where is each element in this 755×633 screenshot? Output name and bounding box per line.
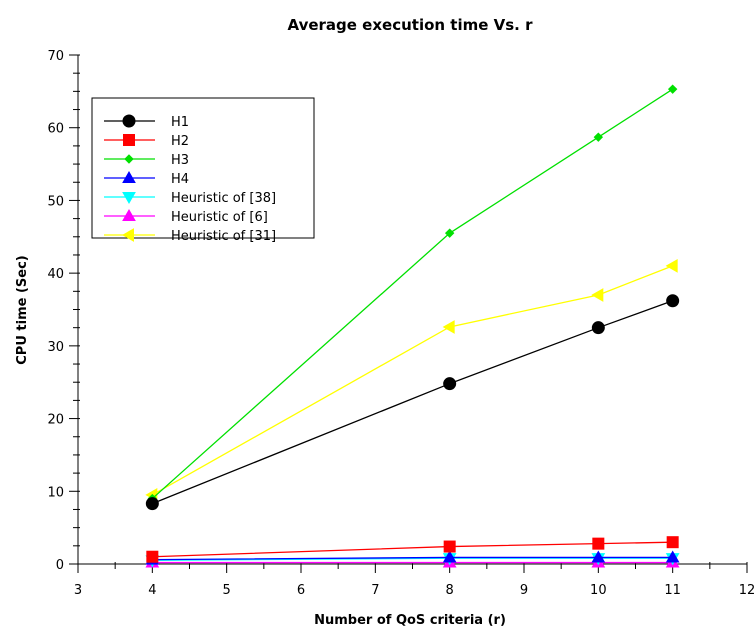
data-point xyxy=(442,550,457,563)
x-tick-label: 7 xyxy=(371,583,379,598)
data-point xyxy=(593,132,604,142)
legend-item: H2 xyxy=(104,134,189,149)
y-tick-label: 0 xyxy=(56,558,64,573)
series-3 xyxy=(147,84,678,504)
series-2 xyxy=(146,536,679,563)
data-point xyxy=(444,228,455,238)
y-tick-label: 70 xyxy=(47,49,64,64)
legend-label: H1 xyxy=(171,115,189,130)
legend-item: H3 xyxy=(104,153,189,168)
series-line xyxy=(152,541,673,558)
data-point xyxy=(443,377,457,391)
legend-item: Heuristic of [38] xyxy=(104,191,276,206)
legend-label: Heuristic of [6] xyxy=(171,210,268,225)
legend-marker xyxy=(121,228,134,242)
legend-item: H1 xyxy=(104,114,189,130)
x-tick-label: 3 xyxy=(74,583,82,598)
legend-marker xyxy=(122,114,136,128)
series-line xyxy=(152,557,673,562)
data-point xyxy=(666,294,680,308)
legend: H1 H2 H3 H4 Heuristic of [38] Heuristic of [6… xyxy=(91,97,315,244)
data-point xyxy=(591,321,605,335)
x-axis-label: Number of QoS criteria (r) xyxy=(314,613,506,628)
y-tick-label: 20 xyxy=(47,413,64,428)
legend-marker xyxy=(122,170,136,183)
legend-marker xyxy=(124,154,134,164)
data-point xyxy=(665,550,680,563)
data-point xyxy=(591,288,604,302)
legend-label: H3 xyxy=(171,153,189,168)
legend-label: H2 xyxy=(171,134,189,149)
x-tick-label: 10 xyxy=(590,583,607,598)
y-tick-label: 60 xyxy=(47,122,64,137)
data-point xyxy=(442,320,455,334)
data-point xyxy=(592,537,605,550)
legend-marker xyxy=(122,208,136,221)
x-tick-label: 9 xyxy=(520,583,528,598)
x-tick-label: 6 xyxy=(297,583,305,598)
series-line xyxy=(152,556,673,561)
y-tick-label: 50 xyxy=(47,194,64,209)
y-tick-label: 30 xyxy=(47,340,64,355)
legend-marker xyxy=(123,134,135,146)
series-line xyxy=(152,300,673,505)
data-point xyxy=(665,259,678,273)
series-layer xyxy=(145,84,680,568)
data-point xyxy=(443,540,456,553)
series-line xyxy=(152,265,673,496)
legend-item: Heuristic of [6] xyxy=(104,208,268,225)
x-tick-label: 11 xyxy=(664,583,681,598)
data-point xyxy=(591,550,606,563)
x-tick-label: 4 xyxy=(148,583,156,598)
data-point xyxy=(146,550,159,563)
series-line xyxy=(151,88,674,500)
legend-item: H4 xyxy=(104,170,189,187)
series-1 xyxy=(145,294,680,511)
data-point xyxy=(667,84,678,94)
legend-label: H4 xyxy=(171,172,189,187)
series-7 xyxy=(145,259,678,502)
legend-label: Heuristic of [38] xyxy=(171,191,276,206)
chart-title: Average execution time Vs. r xyxy=(288,16,534,34)
legend-marker xyxy=(122,192,136,205)
data-point xyxy=(666,536,679,549)
y-tick-label: 10 xyxy=(47,485,64,500)
data-point xyxy=(145,497,159,511)
y-axis-label: CPU time (Sec) xyxy=(15,255,30,364)
x-tick-label: 5 xyxy=(223,583,231,598)
x-tick-label: 8 xyxy=(446,583,454,598)
legend-label: Heuristic of [31] xyxy=(171,229,276,244)
legend-item: Heuristic of [31] xyxy=(104,228,276,244)
x-tick-label: 12 xyxy=(739,583,755,598)
y-tick-label: 40 xyxy=(47,267,64,282)
